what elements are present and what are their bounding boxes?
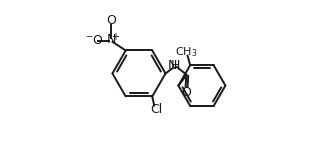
Text: H: H	[171, 59, 180, 72]
Text: N: N	[107, 33, 116, 46]
Text: O: O	[181, 86, 191, 99]
Text: +: +	[111, 32, 119, 42]
Text: Cl: Cl	[150, 103, 162, 116]
Text: CH$_3$: CH$_3$	[175, 45, 197, 59]
Text: $^{-}$O: $^{-}$O	[85, 34, 104, 47]
Text: N: N	[168, 59, 177, 72]
Text: O: O	[106, 14, 116, 27]
